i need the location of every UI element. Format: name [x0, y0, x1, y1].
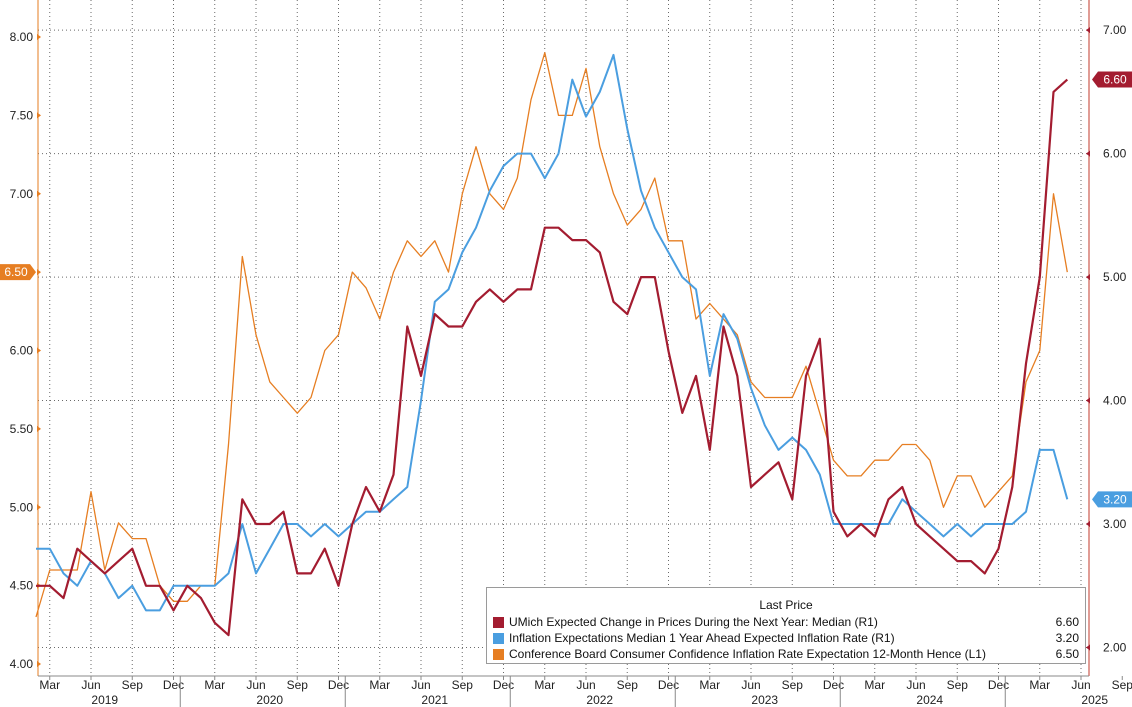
x-tick-label: Jun — [741, 678, 760, 692]
legend-value-conference-board: 6.50 — [1055, 647, 1079, 661]
x-year-label: 2021 — [421, 693, 448, 707]
x-tick-label: Sep — [122, 678, 144, 692]
x-tick-label: Sep — [452, 678, 474, 692]
x-tick-label: Mar — [369, 678, 390, 692]
x-year-label: 2022 — [586, 693, 613, 707]
x-tick-label: Dec — [493, 678, 514, 692]
legend-value-umich: 6.60 — [1055, 615, 1079, 629]
right-tick-mark — [1086, 274, 1090, 281]
legend-label-conference-board: Conference Board Consumer Confidence Inf… — [509, 647, 986, 661]
legend-label-umich: UMich Expected Change in Prices During t… — [509, 615, 878, 629]
legend: Last Price UMich Expected Change in Pric… — [486, 587, 1086, 664]
left-tick-label: 7.00 — [10, 187, 34, 201]
axes: 4.00 4.50 5.00 5.50 6.00 6.50 7.00 7.50 8.00 2.00… — [10, 0, 1132, 707]
left-tick-mark — [37, 190, 41, 197]
legend-item-ny-fed: Inflation Expectations Median 1 Year Ahe… — [493, 630, 1079, 646]
x-tick-label: Dec — [823, 678, 844, 692]
x-tick-label: Jun — [576, 678, 595, 692]
x-tick-label: Jun — [1071, 678, 1090, 692]
x-tick-label: Dec — [328, 678, 349, 692]
left-tick-mark — [37, 269, 41, 276]
x-year-label: 2020 — [256, 693, 283, 707]
left-tick-mark — [37, 112, 41, 119]
legend-title: Last Price — [759, 598, 813, 612]
series-line-ny-fed — [36, 53, 1069, 612]
last-value-tag-ny-fed-text: 3.20 — [1103, 492, 1127, 506]
x-tick-label: Jun — [906, 678, 925, 692]
x-tick-label: Mar — [864, 678, 885, 692]
last-value-tag-umich-bg — [1092, 71, 1132, 88]
x-tick-label: Jun — [246, 678, 265, 692]
legend-item-umich: UMich Expected Change in Prices During t… — [493, 614, 1079, 630]
legend-swatch-conference-board — [493, 649, 504, 660]
left-tick-label: 8.00 — [10, 30, 34, 44]
x-tick-label: Mar — [1029, 678, 1050, 692]
left-tick-label: 5.50 — [10, 422, 34, 436]
legend-swatch-umich — [493, 617, 504, 628]
x-year-label: 2024 — [916, 693, 943, 707]
right-tick-label: 3.00 — [1103, 517, 1127, 531]
left-tick-mark — [37, 34, 41, 40]
x-tick-label: Sep — [782, 678, 804, 692]
x-year-label: 2025 — [1081, 693, 1108, 707]
legend-item-conference-board: Conference Board Consumer Confidence Inf… — [493, 646, 1079, 662]
gridlines — [38, 0, 1089, 676]
x-tick-label: Mar — [699, 678, 720, 692]
right-tick-label: 5.00 — [1103, 270, 1127, 284]
plot-area — [38, 0, 1089, 676]
right-tick-label: 4.00 — [1103, 394, 1127, 408]
series-lines — [35, 52, 1069, 637]
x-tick-label: Sep — [947, 678, 969, 692]
x-year-label: 2023 — [751, 693, 778, 707]
left-tick-label: 7.50 — [10, 108, 34, 122]
last-value-tags: 6.60 3.20 6.50 — [0, 71, 1132, 508]
left-tick-mark — [37, 504, 41, 511]
right-tick-label: 2.00 — [1103, 640, 1127, 654]
left-tick-label: 4.50 — [10, 579, 34, 593]
last-value-tag-umich-text: 6.60 — [1103, 73, 1127, 87]
x-tick-label: Jun — [81, 678, 100, 692]
x-tick-label: Mar — [204, 678, 225, 692]
x-tick-label: Dec — [658, 678, 679, 692]
right-tick-label: 6.00 — [1103, 147, 1127, 161]
right-tick-mark — [1086, 150, 1090, 157]
last-value-tag-conference-board-text: 6.50 — [4, 265, 28, 279]
x-tick-label: Sep — [287, 678, 309, 692]
last-value-tag-conference-board-bg — [0, 264, 36, 281]
legend-label-ny-fed: Inflation Expectations Median 1 Year Ahe… — [509, 631, 895, 645]
x-tick-label: Sep — [1112, 678, 1132, 692]
right-tick-mark — [1086, 27, 1090, 34]
right-tick-mark — [1086, 521, 1090, 528]
x-tick-label: Jun — [411, 678, 430, 692]
x-year-label: 2019 — [91, 693, 118, 707]
left-tick-mark — [37, 347, 41, 354]
x-tick-label: Mar — [39, 678, 60, 692]
right-tick-mark — [1086, 644, 1090, 651]
left-tick-label: 4.00 — [10, 657, 34, 671]
x-tick-label: Dec — [163, 678, 184, 692]
last-value-tag-ny-fed-bg — [1092, 491, 1132, 508]
left-tick-mark — [37, 661, 41, 667]
x-tick-label: Dec — [988, 678, 1009, 692]
legend-swatch-ny-fed — [493, 633, 504, 644]
series-line-umich — [36, 78, 1069, 637]
right-tick-mark — [1086, 397, 1090, 404]
x-tick-label: Mar — [534, 678, 555, 692]
left-tick-label: 6.00 — [10, 344, 34, 358]
legend-value-ny-fed: 3.20 — [1055, 631, 1079, 645]
left-tick-mark — [37, 425, 41, 432]
right-tick-label: 7.00 — [1103, 23, 1127, 37]
left-tick-label: 5.00 — [10, 500, 34, 514]
x-tick-label: Sep — [617, 678, 639, 692]
